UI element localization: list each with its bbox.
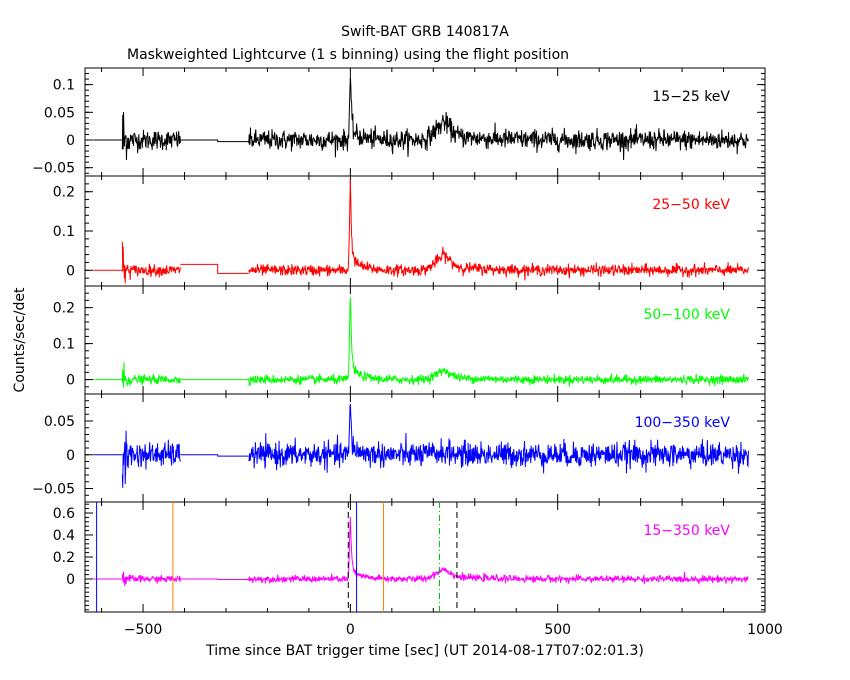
y-tick-label: −0.05 [32,482,75,498]
y-tick-label: 0 [66,572,75,588]
x-axis-label: Time since BAT trigger time [sec] (UT 20… [205,643,644,659]
y-tick-label: 0 [66,373,75,389]
series-line [93,403,749,488]
y-tick-label: 0.1 [53,224,75,240]
y-tick-label: 0.1 [53,337,75,353]
y-tick-label: 0.2 [53,185,75,201]
y-tick-label: 0 [66,448,75,464]
panel-1: −0.05 0 0.05 0.1 15−25 keV [32,67,766,177]
y-tick-label: 0.6 [53,506,75,522]
y-tick-label: 0.2 [53,550,75,566]
y-tick-label: 0.1 [53,78,75,94]
panel-5: 0 0.2 0.4 0.6 15−350 keV −500 0 500 1000 [53,501,783,638]
y-tick-label: 0 [66,133,75,149]
y-tick-label: 0.05 [44,414,75,430]
panel-label: 15−25 keV [652,89,730,105]
x-tick-label: 500 [544,622,571,638]
series-line [93,297,749,388]
chart-title: Swift-BAT GRB 140817A [341,24,509,40]
y-tick-label: 0.2 [53,301,75,317]
series-line [93,76,749,161]
series-line [93,516,749,586]
panel-label: 15−350 keV [643,523,730,539]
y-tick-label: −0.05 [32,161,75,177]
x-tick-label: 1000 [747,622,783,638]
y-tick-label: 0 [66,263,75,279]
series-line [93,179,749,284]
panel-label: 100−350 keV [635,415,731,431]
y-tick-label: 0.05 [44,105,75,121]
panel-label: 25−50 keV [652,197,730,213]
y-axis-label: Counts/sec/det [12,287,28,392]
x-tick-label: 0 [346,622,355,638]
x-tick-label: −500 [124,622,162,638]
panel-2: 0 0.1 0.2 25−50 keV [53,175,766,287]
chart-subtitle: Maskweighted Lightcurve (1 s binning) us… [127,47,569,63]
y-tick-label: 0.4 [53,528,75,544]
panel-label: 50−100 keV [643,307,730,323]
